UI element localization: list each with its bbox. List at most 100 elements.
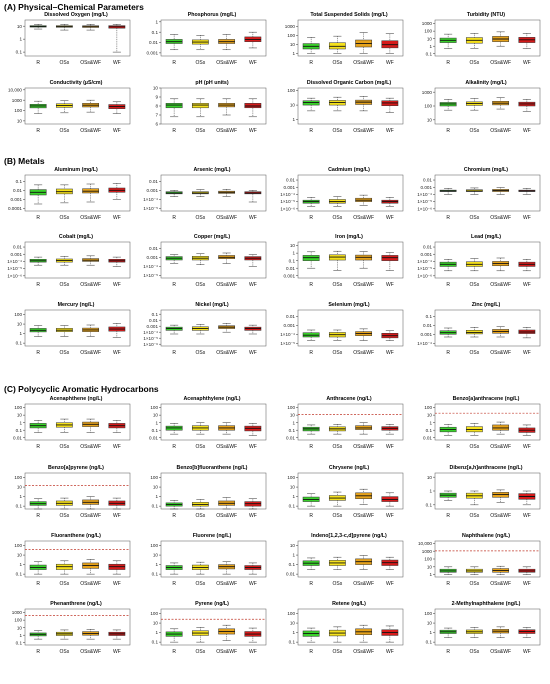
box-wf bbox=[518, 490, 536, 506]
chart-title: Fluoranthene (ng/L) bbox=[51, 533, 101, 539]
box-wf bbox=[518, 627, 536, 638]
x-tick-label: OSs&WF bbox=[80, 513, 101, 519]
y-tick-label: 10,000 bbox=[418, 541, 432, 546]
box-wf bbox=[381, 97, 399, 113]
box-oss-wf bbox=[492, 31, 510, 47]
x-tick-label: R bbox=[446, 60, 450, 66]
chart-title: Benzo[b]fluoranthene (ng/L) bbox=[176, 465, 248, 471]
y-tick-label: 1×10⁻⁴ bbox=[280, 332, 295, 337]
y-tick-label: 10 bbox=[153, 86, 159, 91]
x-tick-label: OSs bbox=[196, 350, 206, 356]
y-tick-label: 0.01 bbox=[286, 266, 295, 271]
x-tick-label: OSs&WF bbox=[216, 128, 237, 134]
x-tick-label: WF bbox=[249, 513, 257, 519]
chart-title: Mercury (ng/L) bbox=[57, 302, 95, 308]
x-tick-label: WF bbox=[249, 350, 257, 356]
x-tick-label: OSs&WF bbox=[490, 215, 511, 221]
x-tick-label: R bbox=[172, 444, 176, 450]
y-tick-label: 100 bbox=[424, 405, 432, 410]
y-tick-label: 100 bbox=[14, 108, 22, 113]
box-oss-wf bbox=[82, 183, 100, 203]
box-oss bbox=[55, 325, 73, 337]
box-r bbox=[165, 324, 183, 335]
box-oss bbox=[55, 418, 73, 433]
box-plot-svg: 0.1 1 10 R OSs OSs&WF WF bbox=[16, 19, 131, 66]
x-tick-label: R bbox=[309, 581, 313, 587]
y-tick-label: 0.01 bbox=[13, 435, 22, 440]
x-tick-label: OSs&WF bbox=[80, 215, 101, 221]
box-plot-panel: Fluoranthene (ng/L) 0.1 1 10 100 R OSs OSs&WF WF bbox=[0, 533, 132, 589]
x-tick-label: OSs bbox=[333, 215, 343, 221]
y-tick-label: 1×10⁻⁵ bbox=[417, 199, 432, 204]
box-plot-svg: 0.1 1 10 100 R OSs OSs&WF WF bbox=[287, 608, 404, 655]
box-r bbox=[29, 24, 47, 30]
x-tick-label: R bbox=[36, 282, 40, 288]
chart-title: Dissolved Oxygen (mg/L) bbox=[44, 12, 108, 18]
y-tick-label: 0.001 bbox=[147, 50, 159, 55]
y-tick-label: 1 bbox=[429, 420, 432, 425]
x-tick-label: WF bbox=[249, 215, 257, 221]
y-tick-label: 1000 bbox=[285, 24, 296, 29]
y-tick-label: 10,000 bbox=[8, 87, 22, 92]
x-tick-label: R bbox=[172, 649, 176, 655]
box-r bbox=[165, 98, 183, 118]
y-tick-label: 0.01 bbox=[423, 323, 432, 328]
x-tick-label: OSs bbox=[196, 282, 206, 288]
box-plot-panel: 2-Methylnaphthalene (ng/L) 0.1 1 10 100 R OSs O… bbox=[410, 601, 542, 657]
x-tick-label: OSs&WF bbox=[353, 215, 374, 221]
x-tick-label: OSs&WF bbox=[353, 581, 374, 587]
x-tick-label: R bbox=[36, 649, 40, 655]
x-tick-label: R bbox=[36, 581, 40, 587]
box-oss-wf bbox=[218, 624, 236, 641]
box-plot-panel: Chrysene (ng/L) 0.1 1 10 100 R OSs OSs&WF WF bbox=[273, 465, 405, 521]
box-wf bbox=[244, 254, 262, 267]
y-tick-label: 100 bbox=[150, 475, 158, 480]
x-tick-label: R bbox=[446, 282, 450, 288]
box-wf bbox=[244, 627, 262, 643]
box-wf bbox=[244, 31, 262, 49]
box-plot-svg: 0.1 1 10 100 R OSs OSs&WF WF bbox=[14, 472, 131, 519]
x-tick-label: OSs bbox=[333, 581, 343, 587]
y-tick-label: 100 bbox=[287, 33, 295, 38]
box-oss bbox=[55, 560, 73, 575]
box-oss bbox=[328, 556, 346, 570]
y-tick-label: 1 bbox=[292, 51, 295, 56]
y-tick-label: 10 bbox=[290, 103, 296, 108]
chart-title: Cobalt (mg/L) bbox=[58, 234, 94, 240]
box-wf bbox=[381, 625, 399, 643]
x-tick-label: OSs bbox=[333, 128, 343, 134]
box-r bbox=[165, 562, 183, 575]
box-r bbox=[29, 325, 47, 337]
y-tick-label: 0.1 bbox=[426, 640, 433, 645]
y-tick-label: 1×10⁻⁵ bbox=[7, 266, 22, 271]
y-tick-label: 1 bbox=[429, 630, 432, 635]
plot-frame bbox=[160, 540, 267, 578]
box-plot-svg: 1×10⁻⁶ 1×10⁻⁵ 1×10⁻⁴ 0.001 0.01 R OSs OSs&WF WF bbox=[280, 174, 404, 221]
y-tick-label: 1×10⁻⁶ bbox=[143, 342, 158, 347]
chart-title: Acenaphthene (ng/L) bbox=[49, 396, 103, 402]
plot-frame bbox=[297, 174, 404, 212]
x-tick-label: OSs bbox=[196, 60, 206, 66]
x-tick-label: WF bbox=[386, 215, 394, 221]
x-tick-label: OSs&WF bbox=[353, 282, 374, 288]
y-tick-label: 1×10⁻⁴ bbox=[143, 264, 158, 269]
box-oss bbox=[191, 98, 209, 118]
x-tick-label: OSs&WF bbox=[353, 513, 374, 519]
x-tick-label: OSs bbox=[196, 444, 206, 450]
y-tick-label: 0.001 bbox=[421, 332, 433, 337]
x-tick-label: OSs bbox=[196, 513, 206, 519]
x-tick-label: WF bbox=[523, 581, 531, 587]
x-tick-label: WF bbox=[523, 60, 531, 66]
box-r bbox=[302, 251, 320, 269]
chart-title: Benzo[a]anthracene (ng/L) bbox=[452, 396, 520, 402]
box-plot-svg: 0.01 0.1 1 10 100 R OSs OSs&WF WF bbox=[149, 403, 267, 450]
x-tick-label: OSs bbox=[470, 350, 480, 356]
box-r bbox=[439, 99, 457, 111]
y-tick-label: 1 bbox=[155, 630, 158, 635]
y-tick-label: 1000 bbox=[422, 549, 433, 554]
box-wf bbox=[381, 33, 399, 54]
x-tick-label: OSs bbox=[333, 444, 343, 450]
box-wf bbox=[244, 98, 262, 118]
plot-frame bbox=[24, 540, 131, 578]
y-tick-label: 1 bbox=[292, 117, 295, 122]
